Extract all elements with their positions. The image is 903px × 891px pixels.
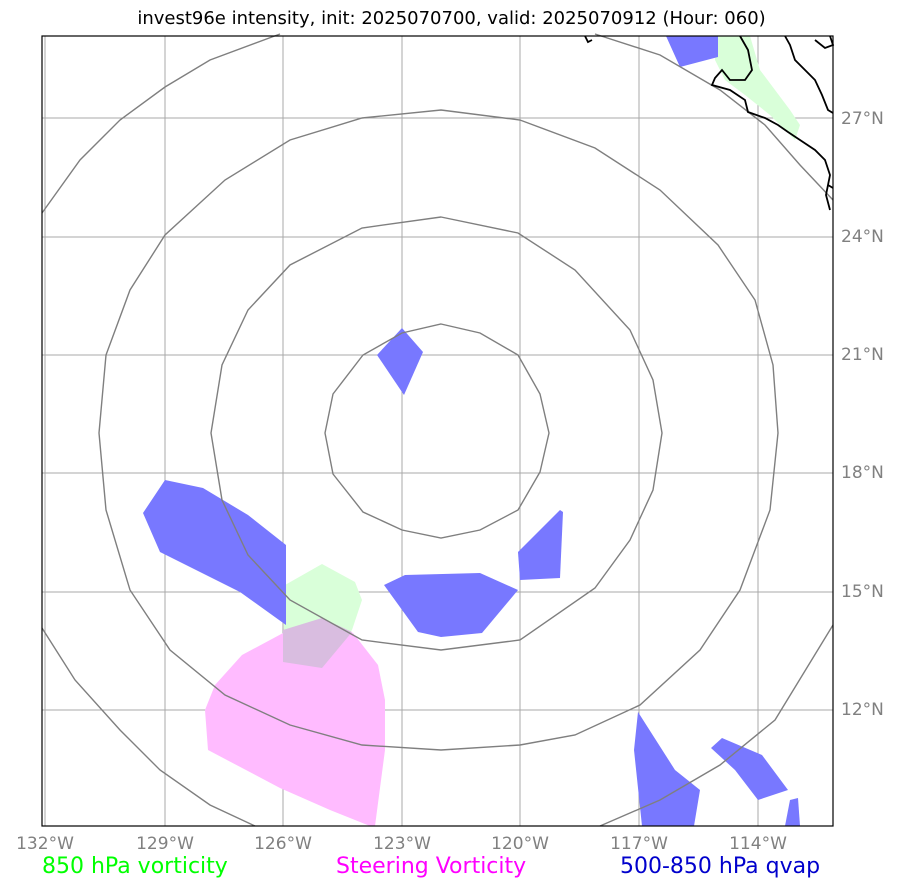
qvap-patch: [377, 328, 423, 395]
map-frame: [41, 35, 834, 827]
qvap-field: [143, 36, 800, 826]
coastline: [584, 35, 835, 211]
legend-steering-vorticity: Steering Vorticity: [336, 854, 527, 879]
coastline-baja: [710, 35, 831, 211]
vorticity-850-patch: [715, 36, 800, 140]
qvap-patch: [518, 510, 563, 580]
lon-label-132w: 132°W: [16, 834, 74, 854]
lon-label-114w: 114°W: [729, 834, 787, 854]
lon-label-120w: 120°W: [491, 834, 549, 854]
lat-label-27n: 27°N: [841, 109, 884, 129]
coastline-fragment: [827, 184, 834, 189]
lon-label-117w: 117°W: [610, 834, 668, 854]
range-rings: [41, 33, 834, 827]
qvap-patch: [384, 573, 518, 637]
range-ring-4: [599, 624, 834, 827]
overlap-region: [283, 618, 352, 668]
coastline-fragment: [584, 35, 593, 44]
range-ring-4: [41, 33, 281, 214]
overlap-patch: [283, 618, 352, 668]
lon-label-129w: 129°W: [136, 834, 194, 854]
lat-label-24n: 24°N: [841, 227, 884, 247]
legend-850-hpa-vorticity: 850 hPa vorticity: [42, 854, 228, 879]
lon-label-126w: 126°W: [254, 834, 312, 854]
lat-label-18n: 18°N: [841, 463, 884, 483]
qvap-patch: [634, 712, 700, 826]
qvap-patch: [143, 480, 286, 625]
range-ring-2: [210, 216, 663, 651]
legend-qvap: 500-850 hPa qvap: [620, 854, 821, 879]
range-ring-4: [41, 627, 256, 827]
map-title: invest96e intensity, init: 2025070700, v…: [137, 8, 766, 29]
qvap-patch: [666, 36, 718, 67]
steering-vorticity-patch: [205, 618, 385, 826]
lat-label-15n: 15°N: [841, 582, 884, 602]
range-ring-4: [594, 33, 834, 201]
graticule: [42, 36, 833, 826]
qvap-patch: [711, 738, 788, 800]
range-ring-inner: [324, 323, 550, 539]
lon-label-123w: 123°W: [373, 834, 431, 854]
coastline-mainland: [784, 35, 834, 114]
range-ring-3: [98, 109, 779, 751]
coastline-fragment: [814, 35, 835, 50]
qvap-patch: [785, 798, 800, 826]
steering-vorticity-field: [205, 618, 385, 826]
lat-label-21n: 21°N: [841, 345, 884, 365]
lat-label-12n: 12°N: [841, 700, 884, 720]
